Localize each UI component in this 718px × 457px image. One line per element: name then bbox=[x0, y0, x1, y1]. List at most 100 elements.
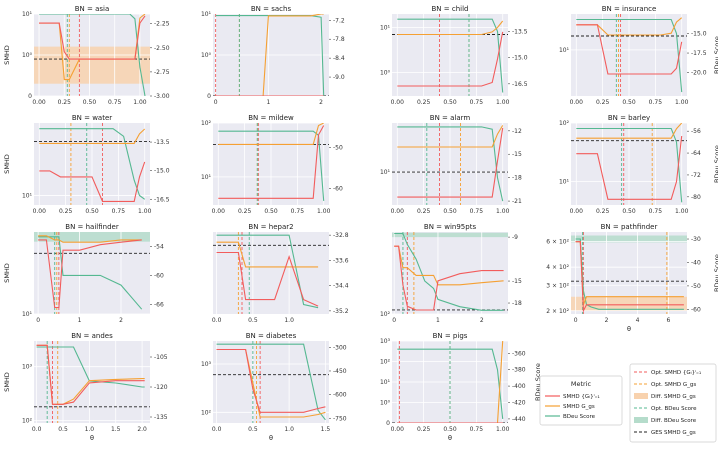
plot-area bbox=[34, 123, 150, 205]
x-tick-label: 0.75 bbox=[470, 208, 484, 215]
legend-metric: Metric SMHD {Gᵢ}ⁱ₌₁ SMHD G_gs BDeu Score bbox=[539, 375, 623, 426]
x-tick-label: 1 bbox=[266, 99, 270, 106]
y-right-tick-label: -72 bbox=[691, 172, 701, 179]
bdeu-series-line bbox=[39, 14, 146, 96]
x-tick-label: 1.00 bbox=[138, 208, 152, 215]
y-left-tick-label: 10³ bbox=[201, 361, 212, 368]
x-tick-label: 2 bbox=[119, 317, 123, 324]
legend-lines-swatch bbox=[634, 417, 648, 423]
panel-background bbox=[34, 341, 150, 423]
x-tick-label: 1.00 bbox=[133, 99, 147, 106]
y-left-tick-label: 10¹ bbox=[201, 174, 212, 181]
legend-lines-item: GES SMHD G_gs bbox=[651, 430, 696, 436]
legend-metric-title: Metric bbox=[571, 380, 592, 388]
panel-hepar2: BN = hepar2 0.0 0.5 1.0 -32.8 -33.6 -34.4 -35.2 bbox=[212, 223, 349, 324]
panel-background bbox=[213, 232, 329, 314]
plot-area bbox=[213, 232, 329, 314]
x-tick-label: 0.00 bbox=[32, 99, 46, 106]
x-tick-label: 1.0 bbox=[284, 426, 294, 433]
panel-title: BN = hailfinder bbox=[65, 223, 119, 231]
y-right-tick-label: -34.4 bbox=[333, 283, 349, 290]
y-right-tick-label: -54 bbox=[154, 243, 164, 250]
x-tick-label: 0.50 bbox=[85, 208, 99, 215]
x-tick-label: 0.25 bbox=[417, 99, 431, 106]
y-right-tick-label: -7.8 bbox=[333, 36, 345, 43]
panel-title: BN = pigs bbox=[433, 332, 468, 340]
smhd-runs-series-line bbox=[576, 135, 683, 200]
y-right-tick-label: -50 bbox=[333, 145, 343, 152]
x-tick-label: 1.0 bbox=[284, 317, 294, 324]
x-tick-label: 0 bbox=[36, 317, 40, 324]
bdeu-series-line bbox=[394, 232, 504, 311]
x-tick-label: 0.50 bbox=[83, 99, 97, 106]
y-left-tick-label: 10⁰ bbox=[380, 400, 391, 407]
panel-title: BN = win95pts bbox=[424, 223, 477, 231]
y-right-tick-label: -3.00 bbox=[154, 93, 170, 100]
diff-bdeu-band bbox=[392, 232, 508, 238]
smhd-gs-series-line bbox=[215, 14, 324, 96]
y-right-axis-label: BDeu Score bbox=[713, 254, 718, 292]
smhd-gs-series-line bbox=[394, 245, 504, 286]
x-axis-label: θ bbox=[448, 434, 452, 442]
y-right-tick-label: -18 bbox=[512, 175, 522, 182]
y-right-tick-label: -13.5 bbox=[154, 139, 170, 146]
y-left-tick-label: 10⁰ bbox=[22, 52, 33, 59]
y-right-tick-label: -2.75 bbox=[154, 69, 170, 76]
smhd-runs-series-line bbox=[397, 127, 504, 198]
panel-pigs: BN = pigs 0.00 0.25 0.50 0.75 1.00 0 10⁰ 10¹ 10² 1… bbox=[380, 332, 542, 442]
y-right-tick-label: -2.25 bbox=[154, 21, 170, 28]
y-right-tick-label: -64 bbox=[691, 150, 701, 157]
legend-lines-swatch bbox=[634, 393, 648, 399]
plot-area bbox=[34, 14, 150, 96]
bdeu-series-line bbox=[397, 18, 504, 93]
plot-area bbox=[213, 341, 329, 423]
x-tick-label: 0.50 bbox=[264, 208, 278, 215]
legend-lines-item: Opt. SMHD {Gᵢ}ⁱ₌₁ bbox=[651, 369, 701, 376]
x-tick-label: 1 bbox=[436, 317, 440, 324]
smhd-gs-series-line bbox=[216, 241, 319, 268]
y-right-tick-label: -9 bbox=[512, 234, 518, 241]
x-tick-label: 1.00 bbox=[496, 426, 510, 433]
y-left-tick-label: 10² bbox=[380, 311, 391, 318]
smhd-runs-series-line bbox=[39, 15, 146, 60]
x-tick-label: 0 bbox=[214, 99, 218, 106]
x-tick-label: 0.00 bbox=[570, 208, 584, 215]
y-left-tick-label: 10¹ bbox=[559, 47, 570, 54]
y-right-tick-label: -50 bbox=[691, 283, 701, 290]
plot-area bbox=[392, 123, 508, 205]
panel-title: BN = barley bbox=[608, 114, 650, 122]
y-right-tick-label: -9.0 bbox=[333, 74, 345, 81]
x-tick-label: 0.0 bbox=[32, 426, 42, 433]
smhd-runs-series-line bbox=[218, 125, 325, 199]
smhd-runs-series-line bbox=[575, 241, 684, 313]
x-tick-label: 2 bbox=[480, 317, 484, 324]
y-right-tick-label: -56 bbox=[691, 128, 701, 135]
x-tick-label: 0.50 bbox=[443, 208, 457, 215]
panel-barley: BN = barley 0.00 0.25 0.50 0.75 1.00 10¹ 10² -56… bbox=[559, 114, 718, 215]
plot-area bbox=[571, 123, 687, 205]
x-tick-label: 0.25 bbox=[417, 426, 431, 433]
panel-title: BN = hepar2 bbox=[248, 223, 293, 231]
x-tick-label: 2.0 bbox=[137, 426, 147, 433]
x-tick-label: 0.25 bbox=[596, 208, 610, 215]
x-tick-label: 0.00 bbox=[212, 208, 226, 215]
legend-lines: Opt. SMHD {Gᵢ}ⁱ₌₁ Opt. SMHD G_gs Diff. SMH… bbox=[629, 363, 717, 443]
plot-area bbox=[392, 14, 508, 96]
legend-lines-item: Opt. SMHD G_gs bbox=[651, 382, 696, 388]
x-tick-label: 1.00 bbox=[675, 208, 689, 215]
y-right-tick-label: -400 bbox=[512, 383, 526, 390]
legend-metric-item: SMHD G_gs bbox=[563, 404, 595, 410]
y-right-tick-label: -12 bbox=[512, 128, 522, 135]
smhd-runs-series-line bbox=[394, 245, 504, 311]
plot-area bbox=[213, 14, 329, 96]
y-right-tick-label: -380 bbox=[512, 367, 526, 374]
y-left-tick-label: 10⁰ bbox=[201, 52, 212, 59]
y-right-tick-label: -21 bbox=[512, 198, 522, 205]
smhd-runs-series-line bbox=[216, 348, 326, 413]
plot-area bbox=[392, 341, 508, 423]
y-left-tick-label: 10¹ bbox=[201, 11, 212, 18]
smhd-runs-series-line bbox=[216, 251, 319, 307]
panel-pathfinder: BN = pathfinder 0 2 4 6 2 × 10² 3 × 10² 4 × 10²… bbox=[546, 223, 718, 333]
panel-andes: BN = andes 0.0 0.5 1.0 1.5 2.0 10² 10³ -105 -120 -… bbox=[3, 332, 168, 442]
panel-background bbox=[34, 232, 150, 314]
